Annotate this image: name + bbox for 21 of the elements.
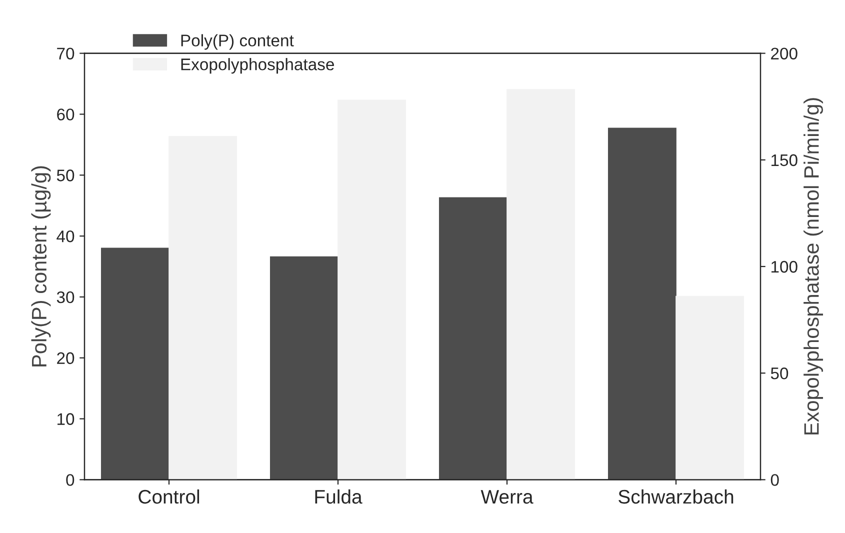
x-tick-label: Fulda [315, 489, 362, 504]
x-tick-label: Werra [480, 490, 534, 504]
y2-tick-label: 100 [771, 260, 798, 273]
y2-tick-label: 200 [771, 48, 798, 60]
y-tick-label: 60 [57, 108, 74, 120]
x-tick-label: Schwarzbach [618, 489, 734, 504]
y-tick-label: 70 [57, 48, 74, 60]
y2-axis-title: Exopolyphosphatase (nmol Pi/min/g) [804, 98, 824, 434]
y-tick-label: 40 [56, 230, 74, 242]
x-tick-label: Control [138, 489, 200, 504]
y-tick-label: 30 [56, 291, 74, 304]
legend-label: Poly(P) content [181, 34, 294, 50]
y2-tick-label: 0 [770, 474, 779, 486]
y-tick-label: 50 [56, 170, 74, 182]
y-axis-title: Poly(P) content (µg/g) [31, 166, 51, 366]
y-tick-label: 10 [58, 413, 74, 425]
legend-label: Exopolyphosphatase [181, 58, 334, 74]
y-tick-label: 20 [57, 352, 74, 364]
y2-tick-label: 50 [770, 368, 788, 380]
y-tick-label: 0 [66, 474, 74, 486]
y2-tick-label: 150 [771, 154, 798, 166]
